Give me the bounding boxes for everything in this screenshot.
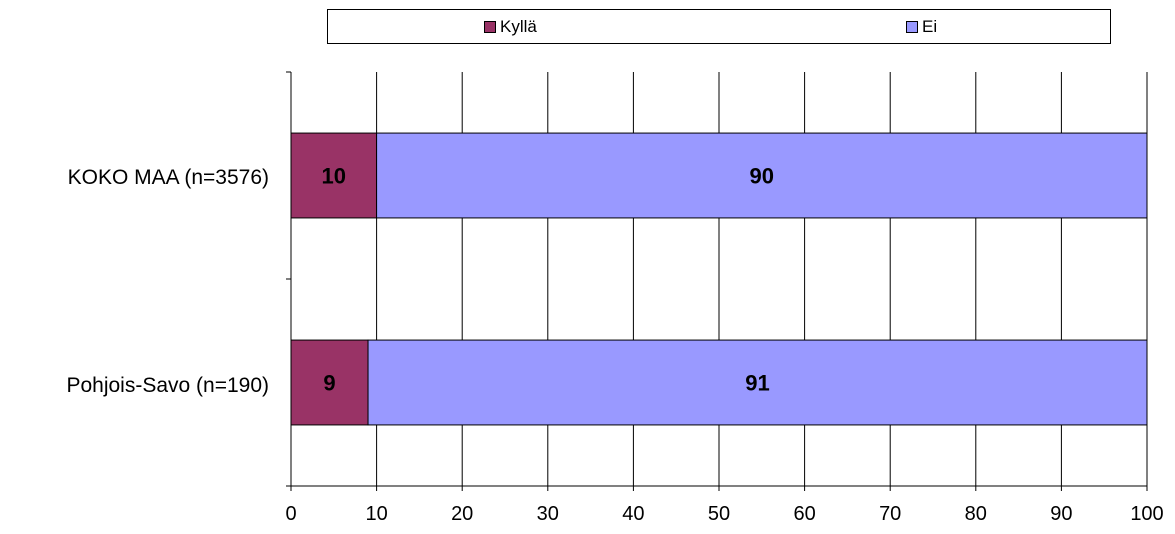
legend-label-ei: Ei xyxy=(922,17,938,36)
legend-item-kylla: Kyllä xyxy=(484,17,537,37)
data-label-kyllä-1: 9 xyxy=(323,371,335,396)
legend-swatch-kylla xyxy=(484,21,496,33)
category-label-koko-maa: KOKO MAA (n=3576) xyxy=(67,166,269,189)
legend-swatch-ei xyxy=(906,21,918,33)
bar-ei-0 xyxy=(376,132,1148,219)
bar-ei-1 xyxy=(367,339,1148,426)
data-label-ei-0: 90 xyxy=(750,164,774,189)
legend: Kyllä Ei xyxy=(327,9,1111,44)
category-label-pohjois-savo: Pohjois-Savo (n=190) xyxy=(66,374,269,397)
x-tick-label-30: 30 xyxy=(537,503,559,525)
bar-kyllä-1 xyxy=(290,339,369,426)
data-label-kyllä-0: 10 xyxy=(322,164,346,189)
x-tick-label-90: 90 xyxy=(1050,503,1072,525)
legend-item-ei: Ei xyxy=(906,17,937,37)
x-tick-label-70: 70 xyxy=(879,503,901,525)
data-label-ei-1: 91 xyxy=(745,371,769,396)
x-tick-label-100: 100 xyxy=(1130,503,1163,525)
x-tick-label-50: 50 xyxy=(708,503,730,525)
legend-label-kylla: Kyllä xyxy=(500,17,537,36)
bar-kyllä-0 xyxy=(290,132,378,219)
x-tick-label-0: 0 xyxy=(285,503,296,525)
x-tick-label-20: 20 xyxy=(451,503,473,525)
x-tick-label-40: 40 xyxy=(622,503,644,525)
x-tick-label-10: 10 xyxy=(365,503,387,525)
x-tick-label-80: 80 xyxy=(965,503,987,525)
x-tick-label-60: 60 xyxy=(793,503,815,525)
